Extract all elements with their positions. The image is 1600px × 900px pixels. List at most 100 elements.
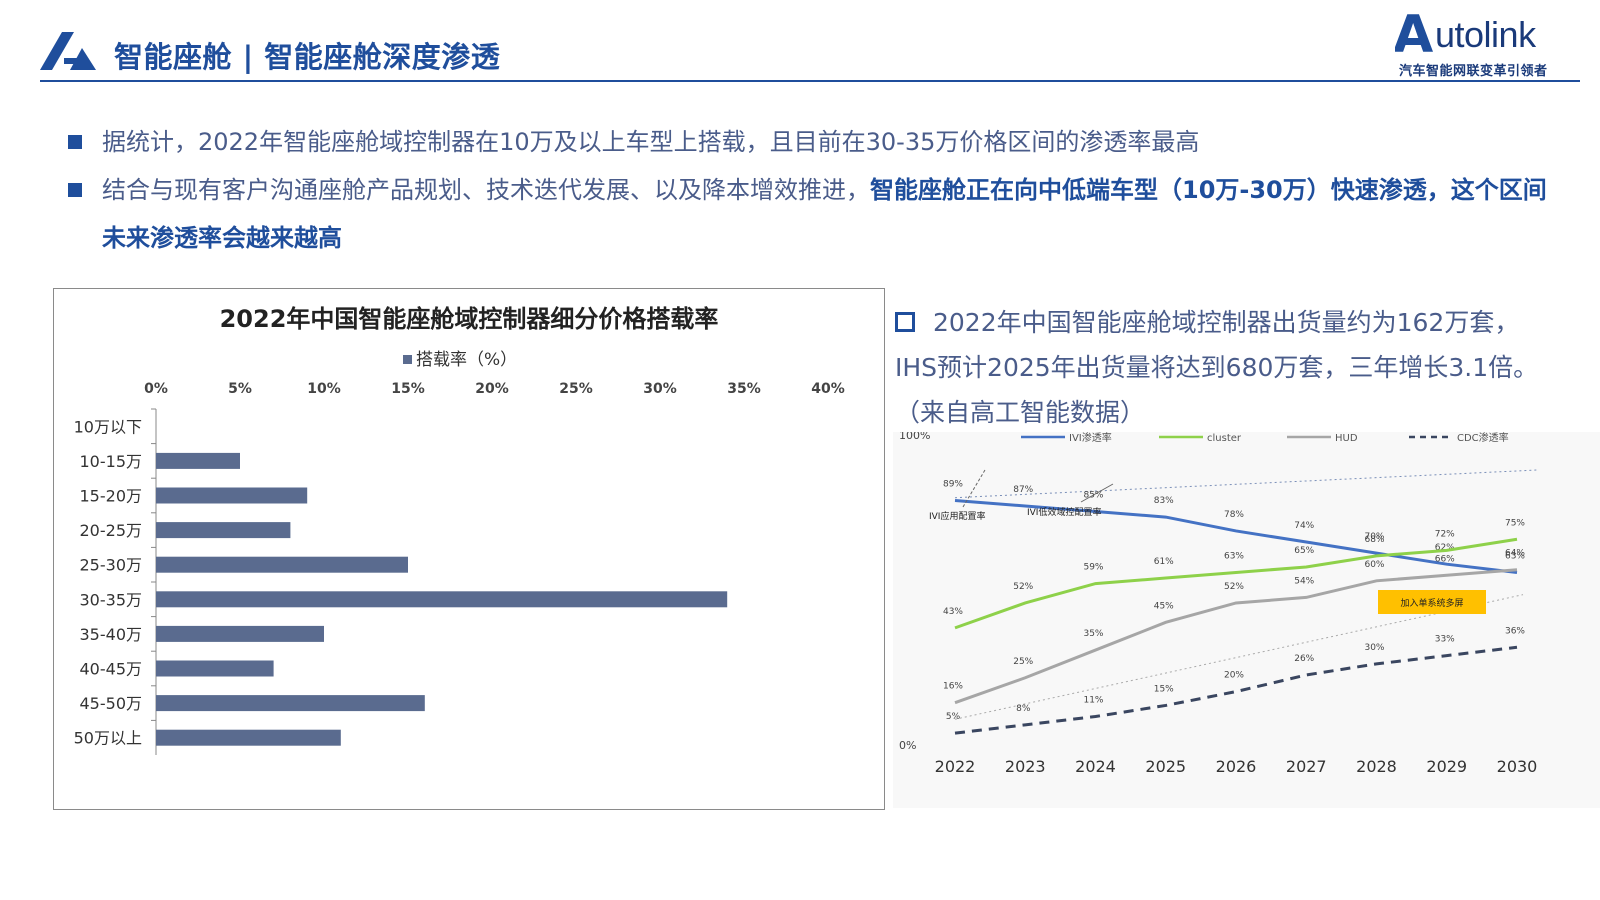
annotation-label: 加入单系统多屏 — [1400, 597, 1463, 609]
brand-logo: A utolink 汽车智能网联变革引领者 — [1395, 8, 1570, 79]
data-label: 11% — [1083, 696, 1103, 706]
bullet-square-icon — [68, 183, 82, 197]
series-line — [954, 568, 1518, 705]
category-label: 40-45万 — [80, 660, 143, 679]
category-label: 35-40万 — [80, 625, 143, 644]
annotation-arrow — [1080, 483, 1114, 503]
data-label: 61% — [1154, 557, 1174, 567]
bullet-bold-text: 智能座舱正在向中低端车型（10万-30万）快速渗透，这个区间未来渗透率会越来越高 — [102, 176, 1547, 252]
category-label: 20-25万 — [80, 521, 143, 540]
series-line — [954, 537, 1518, 630]
series-line — [954, 498, 1518, 574]
data-label: 35% — [1083, 629, 1103, 639]
data-label: 59% — [1083, 563, 1103, 573]
trend-guide-line — [954, 594, 1524, 720]
bullet-text: 结合与现有客户沟通座舱产品规划、技术迭代发展、以及降本增效推进， — [102, 176, 870, 204]
legend-label: HUD — [1335, 433, 1358, 444]
x-tick-label: 2024 — [1075, 757, 1116, 776]
bullet-square-icon — [68, 135, 82, 149]
bar — [156, 625, 324, 642]
y-tick-label: 100% — [899, 432, 930, 442]
data-label: 15% — [1154, 684, 1174, 694]
data-label: 72% — [1435, 529, 1455, 539]
legend-label: 搭载率（%） — [416, 350, 517, 370]
data-label: 85% — [1083, 491, 1103, 501]
data-label: 45% — [1154, 601, 1174, 611]
trend-guide-line — [954, 469, 1538, 499]
data-label: 33% — [1435, 635, 1455, 645]
x-tick-label: 2026 — [1216, 757, 1257, 776]
data-label: 8% — [1016, 704, 1031, 714]
data-label: 64% — [1505, 549, 1525, 559]
company-logo-icon — [40, 32, 96, 70]
data-label: 83% — [1154, 496, 1174, 506]
shipment-note-line1: 2022年中国智能座舱域控制器出货量约为162万套， — [895, 300, 1585, 345]
penetration-line-chart: 100% 0% IVI渗透率 cluster HUD CDC渗透率 89% 87% 85% 83%… — [899, 429, 1538, 776]
category-label: 15-20万 — [80, 487, 143, 506]
bar — [156, 729, 341, 746]
shipment-note: 2022年中国智能座舱域控制器出货量约为162万套， IHS预计2025年出货量… — [895, 300, 1585, 435]
x-tick-label: 2030 — [1497, 757, 1538, 776]
data-label: 54% — [1294, 576, 1314, 586]
x-tick-label: 10% — [307, 381, 341, 397]
x-tick-label: 2022 — [935, 757, 976, 776]
data-label: 87% — [1013, 485, 1033, 495]
page-title: 智能座舱 | 智能座舱深度渗透 — [114, 40, 501, 74]
brand-tagline: 汽车智能网联变革引领者 — [1399, 64, 1548, 79]
bullet-text: 据统计，2022年智能座舱域控制器在10万及以上车型上搭载，且目前在30-35万… — [102, 128, 1200, 156]
category-label: 25-30万 — [80, 556, 143, 575]
series-line — [954, 645, 1518, 735]
data-label: 65% — [1294, 546, 1314, 556]
annotation-box — [1378, 590, 1486, 614]
x-tick-label: 2025 — [1145, 757, 1186, 776]
category-label: 10万以下 — [74, 417, 142, 436]
legend-label: IVI渗透率 — [1069, 432, 1112, 444]
bullet-item: 据统计，2022年智能座舱域控制器在10万及以上车型上搭载，且目前在30-35万… — [64, 118, 1554, 166]
price-segment-chart-panel: 2022年中国智能座舱域控制器细分价格搭载率 搭载率（%） 0% 5% 10% 15% 20… — [53, 288, 885, 810]
data-label: 70% — [1364, 532, 1384, 542]
annotation-arrow — [962, 469, 986, 508]
brand-initial: A — [1395, 10, 1433, 56]
data-label: 52% — [1013, 582, 1033, 592]
shipment-note-line2: IHS预计2025年出货量将达到680万套，三年增长3.1倍。 — [895, 353, 1539, 382]
header-divider — [40, 80, 1580, 82]
legend-label: CDC渗透率 — [1457, 432, 1509, 444]
data-label: 68% — [1364, 535, 1384, 545]
category-label: 10-15万 — [80, 452, 143, 471]
bar — [156, 487, 308, 504]
data-label: 30% — [1364, 643, 1384, 653]
y-tick-label: 0% — [899, 739, 916, 752]
x-tick-label: 20% — [475, 381, 509, 397]
legend-label: cluster — [1207, 433, 1242, 444]
penetration-line-chart-panel: 100% 0% IVI渗透率 cluster HUD CDC渗透率 89% 87% 85% 83%… — [893, 429, 1600, 808]
x-tick-label: 15% — [391, 381, 425, 397]
data-label: 62% — [1435, 543, 1455, 553]
bar — [156, 452, 240, 469]
x-tick-label: 2023 — [1005, 757, 1046, 776]
bullet-item: 结合与现有客户沟通座舱产品规划、技术迭代发展、以及降本增效推进，智能座舱正在向中… — [64, 166, 1554, 262]
data-label: 63% — [1505, 551, 1525, 561]
x-tick-label: 2027 — [1286, 757, 1327, 776]
x-tick-label: 30% — [643, 381, 677, 397]
bar — [156, 591, 728, 608]
data-label: 74% — [1294, 521, 1314, 531]
data-label: 52% — [1224, 582, 1244, 592]
legend-swatch — [403, 355, 412, 364]
x-tick-label: 40% — [811, 381, 845, 397]
category-label: 45-50万 — [80, 694, 143, 713]
brand-wordmark: utolink — [1435, 14, 1536, 55]
category-label: 50万以上 — [74, 729, 142, 748]
x-tick-label: 25% — [559, 381, 593, 397]
bar — [156, 660, 274, 677]
data-label: 26% — [1294, 654, 1314, 664]
x-tick-label: 5% — [228, 381, 252, 397]
brand-a-mark-icon: A — [1395, 10, 1433, 56]
data-label: 43% — [943, 607, 963, 617]
x-tick-label: 35% — [727, 381, 761, 397]
data-label: 89% — [943, 479, 963, 489]
data-label: 36% — [1505, 626, 1525, 636]
data-label: 60% — [1364, 560, 1384, 570]
bar — [156, 695, 425, 712]
data-label: 20% — [1224, 671, 1244, 681]
